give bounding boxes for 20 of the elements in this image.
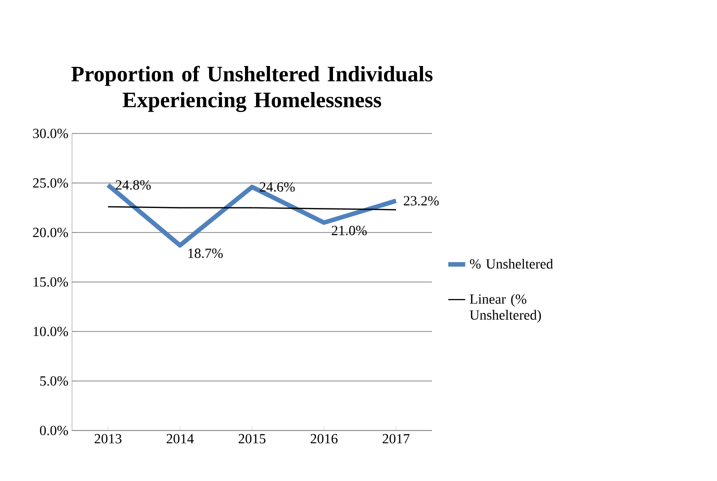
legend-label: % Unsheltered [470,258,553,269]
y-tick-label: 5.0% [40,376,68,386]
y-tick-label: 10.0% [34,326,68,336]
data-label: 21.0% [332,226,367,236]
y-tick-label: 30.0% [33,128,68,138]
data-label: 24.8% [116,180,151,190]
data-label: 23.2% [404,196,439,206]
data-label: 18.7% [188,248,223,258]
y-tick-label: 25.0% [33,178,68,188]
x-tick-label: 2013 [94,434,122,444]
y-tick-label: 15.0% [34,277,68,287]
x-tick-label: 2017 [382,434,410,444]
x-tick-label: 2016 [310,434,338,444]
x-tick-label: 2015 [238,434,266,444]
data-label: 24.6% [260,182,295,192]
legend-label: Linear (% Unsheltered) [470,294,541,323]
y-tick-label: 0.0% [40,426,68,436]
x-tick-label: 2014 [166,434,194,444]
y-tick-label: 20.0% [33,228,68,238]
chart-title: Proportion of Unsheltered Individuals Experiencing Homelessness [71,66,433,112]
